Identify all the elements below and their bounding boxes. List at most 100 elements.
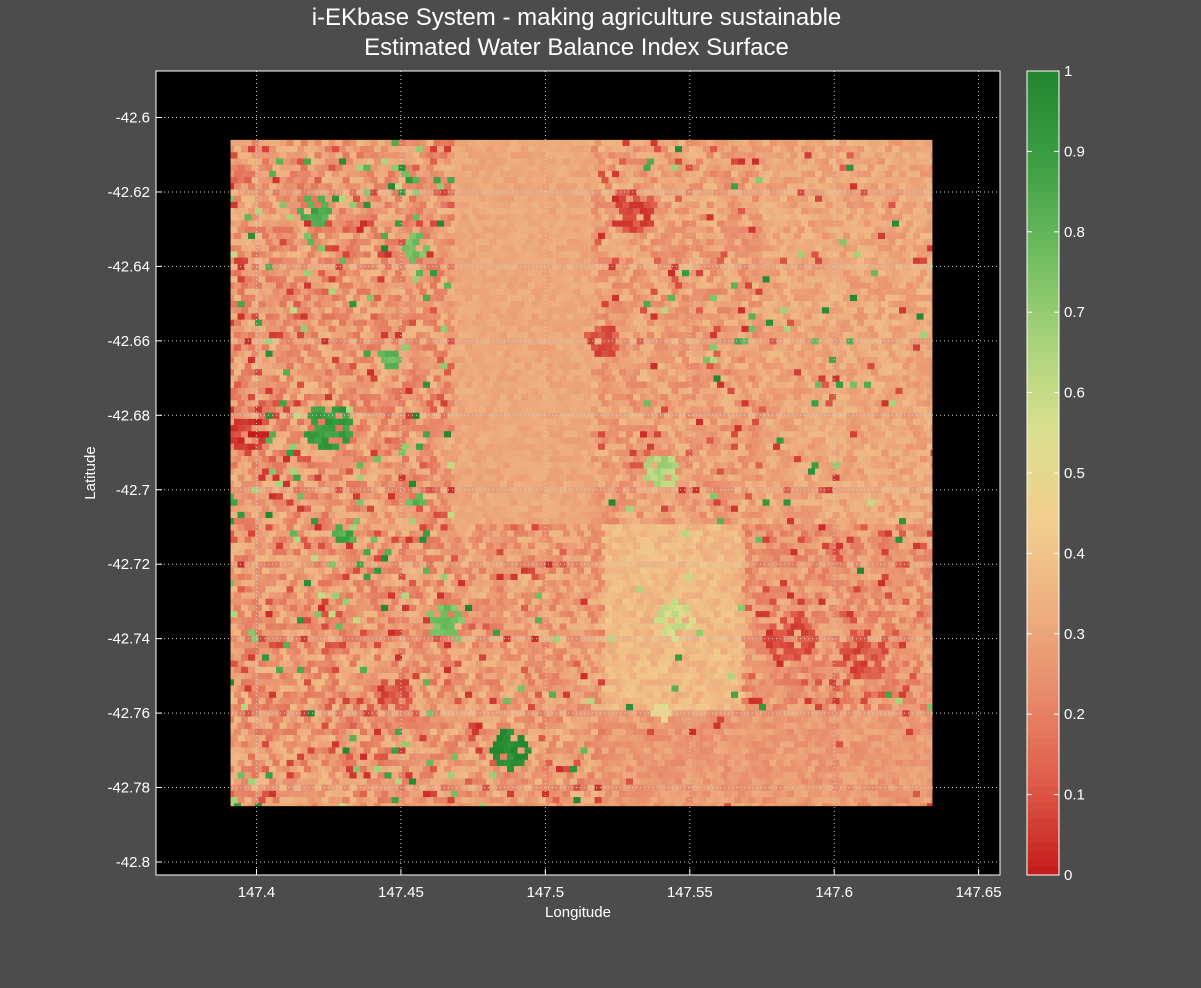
heat-cell [787, 195, 795, 203]
heat-cell [514, 270, 522, 277]
heat-cell [706, 251, 715, 259]
heat-cell [871, 158, 879, 166]
heat-cell [678, 177, 687, 184]
heat-cell [573, 313, 582, 321]
heat-cell [622, 400, 631, 408]
heat-cell [468, 263, 477, 271]
heat-cell [857, 245, 865, 253]
heat-cell [766, 220, 774, 228]
heat-cell [832, 288, 841, 296]
heat-cell [531, 375, 540, 383]
heat-cell [790, 201, 799, 209]
heat-cell [710, 282, 718, 290]
heat-cell [437, 158, 445, 166]
heat-cell [265, 226, 274, 234]
heat-cell [584, 208, 592, 215]
heat-cell [402, 356, 410, 364]
heat-cell [811, 201, 820, 209]
heat-cell [832, 375, 841, 383]
heat-cell [419, 263, 428, 271]
heat-cell [710, 344, 718, 352]
heat-cell [377, 412, 386, 420]
heat-cell [927, 394, 933, 401]
heat-cell [906, 381, 914, 389]
heat-cell [696, 381, 704, 389]
heat-cell [346, 369, 354, 377]
heat-cell [563, 195, 571, 203]
heat-cell [598, 369, 606, 377]
heat-cell [416, 431, 424, 439]
heat-cell [664, 350, 673, 358]
heat-cell [566, 239, 575, 246]
heat-cell [636, 437, 645, 445]
heat-cell [346, 146, 354, 153]
heat-cell [909, 338, 918, 346]
heat-cell [724, 431, 732, 439]
heat-cell [244, 226, 253, 234]
heat-cell [703, 369, 711, 377]
heat-cell [244, 437, 253, 445]
heat-cell [496, 152, 505, 160]
heat-cell [388, 208, 396, 215]
heat-cell [724, 418, 732, 426]
heat-cell [405, 226, 414, 234]
heat-cell [556, 294, 564, 302]
heat-cell [724, 369, 732, 377]
heat-cell [531, 363, 540, 370]
heat-cell [762, 301, 771, 308]
heat-cell [636, 139, 645, 147]
heat-cell [458, 232, 466, 240]
heat-cell [566, 164, 575, 172]
heat-cell [780, 170, 788, 178]
heat-cell [402, 418, 410, 426]
heat-cell [643, 177, 652, 184]
heat-cell [860, 325, 869, 333]
heat-cell [542, 307, 550, 315]
heat-cell [643, 350, 652, 358]
heat-cell [349, 239, 358, 246]
heat-cell [727, 177, 736, 184]
heat-cell [510, 177, 519, 184]
heat-cell [650, 288, 659, 296]
heat-cell [591, 146, 599, 153]
heat-cell [468, 201, 477, 209]
heat-cell [524, 214, 533, 222]
heat-cell [517, 251, 526, 259]
heat-cell [629, 201, 638, 209]
heat-cell [549, 431, 557, 439]
heat-cell [598, 356, 606, 364]
heat-cell [318, 257, 326, 265]
heat-cell [391, 139, 400, 147]
heat-cell [895, 251, 904, 259]
heat-cell [801, 257, 809, 265]
heat-cell [419, 189, 428, 197]
heat-cell [783, 288, 792, 296]
heat-cell [787, 381, 795, 389]
heat-cell [780, 257, 788, 265]
heat-cell [815, 146, 823, 153]
heat-cell [398, 239, 407, 246]
heat-cell [475, 201, 484, 209]
heat-cell [388, 257, 396, 265]
heat-cell [482, 338, 491, 346]
heat-cell [412, 189, 421, 197]
heat-cell [668, 208, 676, 215]
heat-cell [692, 251, 701, 259]
heat-cell [419, 412, 428, 420]
heat-cell [598, 394, 606, 401]
heat-cell [755, 288, 764, 296]
heat-cell [237, 189, 246, 197]
heat-cell [598, 183, 606, 191]
heat-cell [559, 164, 568, 172]
heat-cell [521, 220, 529, 228]
heat-cell [657, 387, 666, 395]
heat-cell [713, 437, 722, 445]
heat-cell [528, 307, 536, 315]
heat-cell [629, 288, 638, 296]
heat-cell [899, 418, 907, 426]
heat-cell [552, 363, 561, 370]
heat-cell [304, 282, 312, 290]
heat-cell [377, 425, 386, 432]
heat-cell [839, 276, 848, 284]
heat-cell [811, 437, 820, 445]
